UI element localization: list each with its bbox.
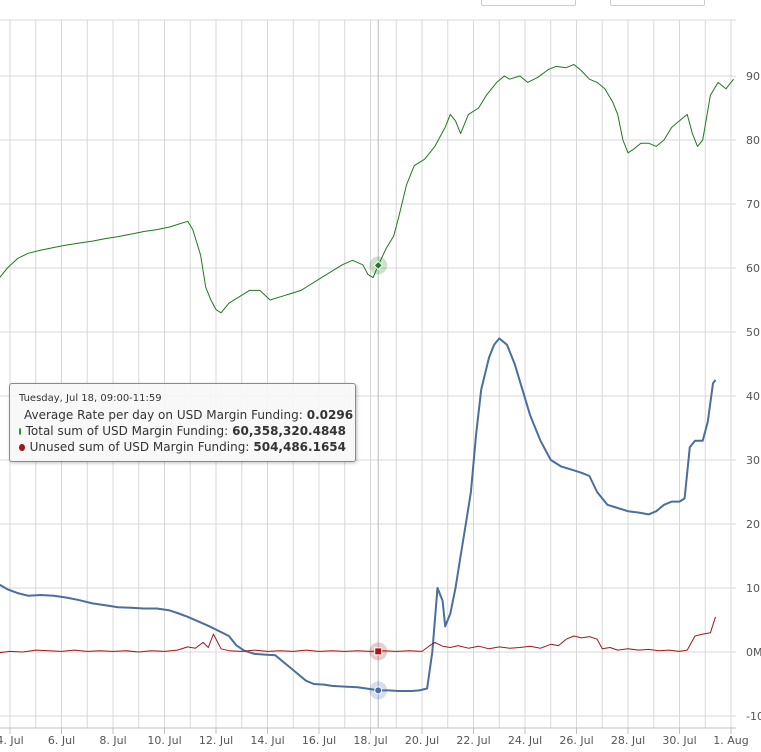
x-tick-label: 16. Jul bbox=[302, 734, 336, 747]
x-tick-label: 18. Jul bbox=[353, 734, 387, 747]
y-tick-label: 60 bbox=[746, 262, 760, 275]
marker-unused-sum bbox=[374, 647, 383, 656]
chart-series bbox=[0, 64, 734, 692]
y-tick-label: 20 bbox=[746, 518, 760, 531]
y-tick-label: 90 bbox=[746, 70, 760, 83]
series-line-total-sum bbox=[0, 64, 734, 314]
x-tick-label: 28. Jul bbox=[611, 734, 645, 747]
y-tick-label: 0M bbox=[746, 646, 761, 659]
tooltip-markers bbox=[369, 256, 388, 700]
tooltip-label-total-sum: Total sum of USD Margin Funding: bbox=[25, 424, 229, 438]
series-dot-unused-sum bbox=[19, 443, 25, 451]
x-tick-label: 30. Jul bbox=[662, 734, 696, 747]
x-tick-label: 20. Jul bbox=[405, 734, 439, 747]
tooltip-value-total-sum: 60,358,320.4848 bbox=[232, 424, 346, 438]
y-tick-label: 10 bbox=[746, 582, 760, 595]
x-tick-label: 1. Aug bbox=[713, 734, 748, 747]
series-line-unused-sum bbox=[0, 616, 716, 654]
x-tick-label: 26. Jul bbox=[559, 734, 593, 747]
y-tick-label: 30 bbox=[746, 454, 760, 467]
tooltip-row-unused-sum: Unused sum of USD Margin Funding: 504,48… bbox=[19, 439, 346, 455]
x-tick-label: 24. Jul bbox=[508, 734, 542, 747]
marker-total-sum bbox=[373, 260, 383, 271]
tooltip-row-total-sum: Total sum of USD Margin Funding: 60,358,… bbox=[19, 423, 346, 439]
series-line-average-rate bbox=[0, 337, 717, 692]
tooltip-row-average-rate: Average Rate per day on USD Margin Fundi… bbox=[19, 407, 353, 423]
series-dot-total-sum bbox=[19, 427, 21, 435]
x-tick-label: 12. Jul bbox=[199, 734, 233, 747]
tooltip-header: Tuesday, Jul 18, 09:00-11:59 bbox=[19, 393, 162, 404]
tooltip-label-average-rate: Average Rate per day on USD Margin Fundi… bbox=[24, 408, 303, 422]
y-tick-label: 80 bbox=[746, 134, 760, 147]
y-tick-label: 40 bbox=[746, 390, 760, 403]
chart-grid bbox=[0, 19, 736, 729]
range-to-input[interactable] bbox=[610, 0, 705, 6]
y-tick-label: 70 bbox=[746, 198, 760, 211]
x-tick-label: 4. Jul bbox=[0, 734, 24, 747]
x-tick-label: 14. Jul bbox=[250, 734, 284, 747]
tooltip-value-unused-sum: 504,486.1654 bbox=[253, 440, 346, 454]
tooltip-value-average-rate: 0.0296 bbox=[306, 408, 354, 422]
y-axis-labels: -10 0M 10 20 30 40 50 60 70 80 90 bbox=[746, 70, 761, 723]
y-tick-label: 50 bbox=[746, 326, 760, 339]
chart-tooltip: Tuesday, Jul 18, 09:00-11:59 Average Rat… bbox=[9, 383, 356, 462]
x-tick-label: 8. Jul bbox=[99, 734, 126, 747]
tooltip-label-unused-sum: Unused sum of USD Margin Funding: bbox=[29, 440, 250, 454]
y-tick-label: -10 bbox=[746, 710, 761, 723]
range-from-input[interactable] bbox=[481, 0, 576, 6]
x-tick-label: 22. Jul bbox=[456, 734, 490, 747]
x-tick-label: 10. Jul bbox=[147, 734, 181, 747]
x-axis-labels: 4. Jul 6. Jul 8. Jul 10. Jul 12. Jul 14. Jul 1… bbox=[0, 728, 749, 747]
x-tick-label: 6. Jul bbox=[48, 734, 75, 747]
marker-average-rate bbox=[374, 686, 383, 695]
